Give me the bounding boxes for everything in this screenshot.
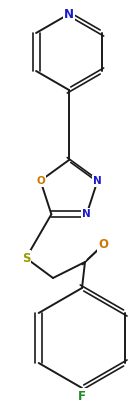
Text: N: N (64, 7, 74, 20)
Text: O: O (36, 176, 45, 186)
Text: F: F (78, 389, 86, 403)
Text: N: N (93, 176, 102, 186)
Text: O: O (98, 238, 108, 252)
Text: N: N (82, 209, 91, 219)
Text: S: S (22, 252, 30, 265)
